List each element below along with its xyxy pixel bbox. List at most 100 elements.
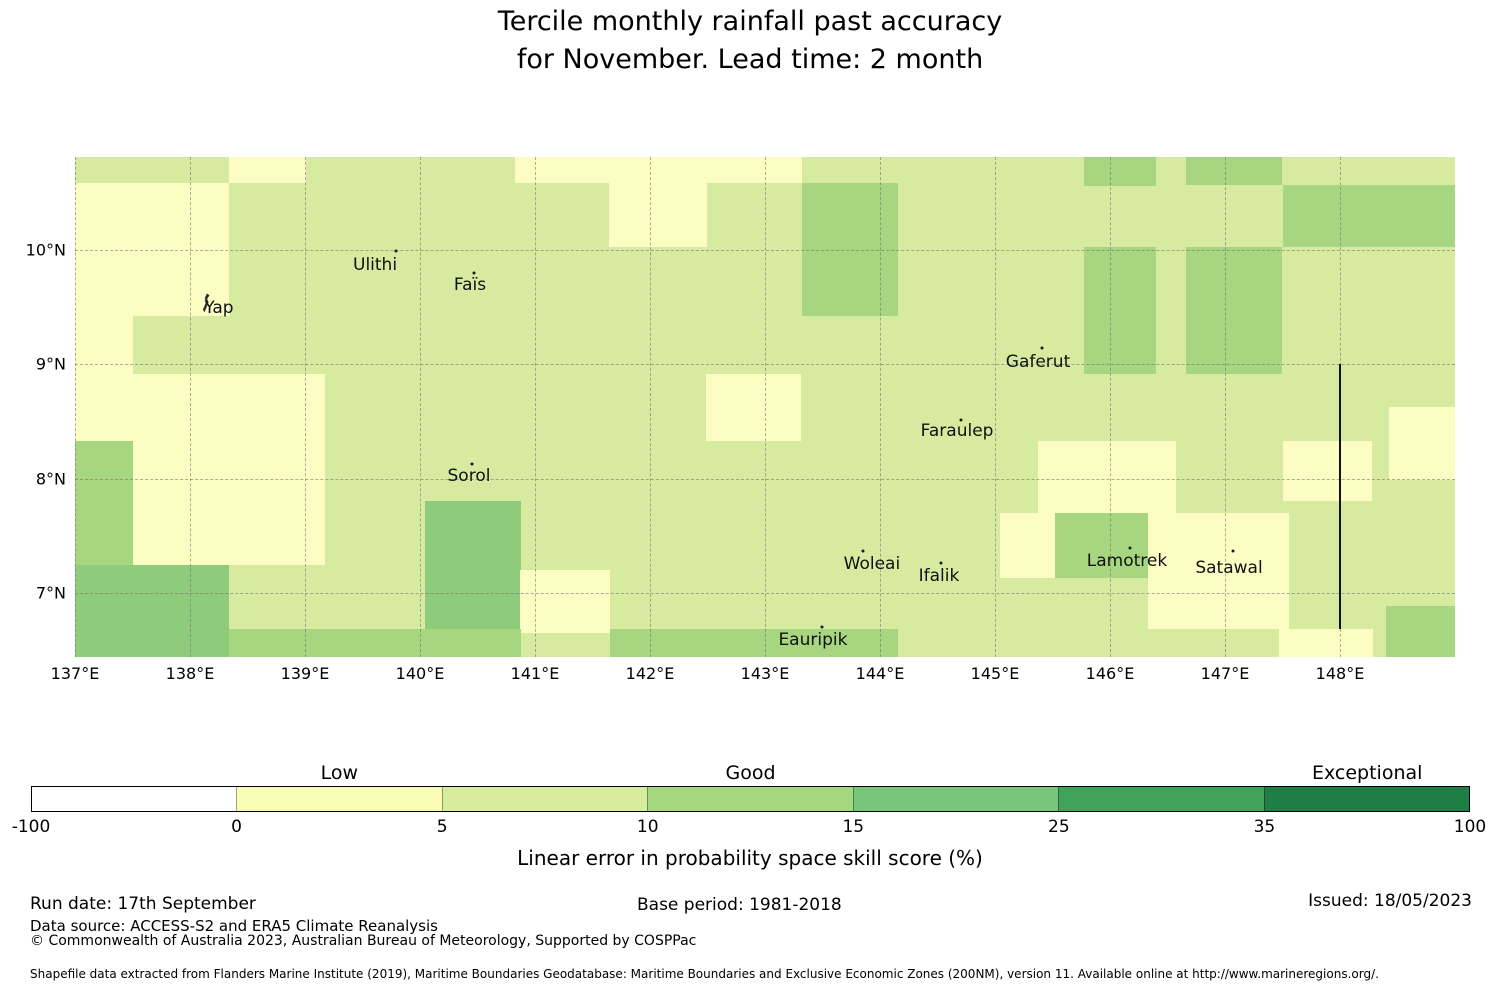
island-label-gaferut: Gaferut [1005, 351, 1071, 372]
island-marker-eauripik [820, 625, 824, 629]
island-label-woleai: Woleai [843, 553, 901, 574]
colorbar-tick-label: 0 [231, 817, 242, 837]
colorbar-category-label: Low [320, 762, 359, 784]
island-label-eauripik: Eauripik [778, 629, 848, 650]
longitude-gridline [1225, 157, 1226, 657]
island-label-lamotrek: Lamotrek [1086, 551, 1168, 572]
longitude-gridline [535, 157, 536, 657]
map-cell [801, 182, 899, 316]
island-marker-gaferut [1040, 346, 1044, 350]
x-tick-label: 145°E [970, 664, 1020, 683]
map-cell [1037, 440, 1176, 513]
map-cell [1386, 605, 1455, 657]
island-marker-woleai [861, 549, 865, 553]
island-marker-lamotrek [1128, 546, 1132, 550]
colorbar [31, 786, 1470, 812]
y-tick-label: 10°N [25, 240, 66, 260]
colorbar-segment [647, 787, 853, 811]
x-tick-label: 139°E [280, 664, 330, 683]
map-cell [1147, 512, 1290, 629]
issued-date-text: Issued: 18/05/2023 [1308, 891, 1472, 911]
colorbar-segment [236, 787, 442, 811]
x-tick-label: 137°E [50, 664, 100, 683]
map-plot-area: Yap Ulithi Faïs Sorol Gaferut Faraulep Woleai I… [75, 157, 1455, 657]
map-cell [609, 628, 899, 657]
chart-title-line2: for November. Lead time: 2 month [516, 44, 984, 75]
map-cell [424, 500, 522, 629]
longitude-gridline [190, 157, 191, 657]
map-cell [515, 157, 802, 183]
map-cell [75, 315, 133, 441]
island-marker-faïs [472, 271, 476, 275]
map-cell [229, 628, 522, 657]
colorbar-segment [441, 787, 648, 811]
x-tick-label: 140°E [395, 664, 445, 683]
latitude-gridline [75, 249, 1455, 251]
colorbar-tick-label: -100 [11, 817, 51, 837]
x-tick-label: 138°E [165, 664, 215, 683]
island-label-faïs: Faïs [453, 275, 487, 295]
island-label-ifalik: Ifalik [918, 565, 960, 586]
island-marker-faraulep [959, 418, 963, 422]
longitude-gridline [305, 157, 306, 657]
map-cell [520, 569, 610, 633]
longitude-gridline [995, 157, 996, 657]
colorbar-tick-label: 35 [1253, 817, 1276, 837]
data-source-text: Data source: ACCESS-S2 and ERA5 Climate … [30, 917, 438, 935]
map-cell [1282, 440, 1373, 501]
chart-title-line1: Tercile monthly rainfall past accuracy [497, 6, 1003, 37]
colorbar-axis-label: Linear error in probability space skill … [517, 846, 983, 870]
island-marker-satawal [1231, 549, 1235, 553]
longitude-gridline [650, 157, 651, 657]
map-cell [999, 512, 1055, 578]
map-cell [1185, 246, 1283, 374]
island-label-faraulep: Faraulep [920, 420, 994, 441]
colorbar-tick-label: 15 [842, 817, 865, 837]
map-cell [132, 373, 230, 565]
map-cell [1083, 246, 1156, 374]
map-cell [1282, 184, 1455, 247]
island-label-satawal: Satawal [1195, 558, 1263, 579]
island-label-yap: Yap [204, 298, 234, 319]
map-cell [229, 157, 307, 183]
colorbar-segment [1263, 787, 1469, 811]
eez-boundary-line [1339, 364, 1341, 629]
colorbar-segment [1058, 787, 1264, 811]
map-cell [706, 373, 801, 441]
y-tick-label: 7°N [35, 583, 66, 603]
x-tick-label: 142°E [625, 664, 675, 683]
x-tick-label: 147°E [1200, 664, 1250, 683]
colorbar-segment [32, 787, 237, 811]
map-cell [608, 182, 708, 247]
map-cell [1054, 512, 1148, 578]
latitude-gridline [75, 593, 1455, 595]
longitude-gridline [420, 157, 421, 657]
longitude-gridline [765, 157, 766, 657]
map-cell [1389, 406, 1455, 480]
copyright-text: © Commonwealth of Australia 2023, Austra… [30, 933, 697, 949]
map-cell [1083, 157, 1156, 186]
colorbar-category-label: Good [725, 762, 776, 784]
island-label-ulithi: Ulithi [353, 254, 398, 275]
x-tick-label: 144°E [855, 664, 905, 683]
island-marker-ulithi [394, 249, 398, 253]
map-cell [1185, 157, 1283, 185]
x-tick-label: 148°E [1315, 664, 1365, 683]
x-tick-label: 141°E [510, 664, 560, 683]
run-date-text: Run date: 17th September [30, 894, 256, 914]
base-period-text: Base period: 1981-2018 [637, 895, 842, 915]
x-tick-label: 143°E [740, 664, 790, 683]
colorbar-tick-label: 10 [636, 817, 659, 837]
island-marker-sorol [470, 462, 474, 466]
colorbar-tick-label: 25 [1048, 817, 1070, 837]
colorbar-category-label: Exceptional [1311, 762, 1423, 784]
longitude-gridline [75, 157, 76, 657]
island-label-sorol: Sorol [447, 465, 491, 486]
longitude-gridline [880, 157, 881, 657]
y-tick-label: 8°N [35, 469, 66, 489]
shapefile-attribution-text: Shapefile data extracted from Flanders M… [30, 967, 1379, 981]
island-marker-ifalik [939, 561, 943, 565]
map-cell [75, 440, 133, 565]
map-cell [229, 373, 325, 565]
